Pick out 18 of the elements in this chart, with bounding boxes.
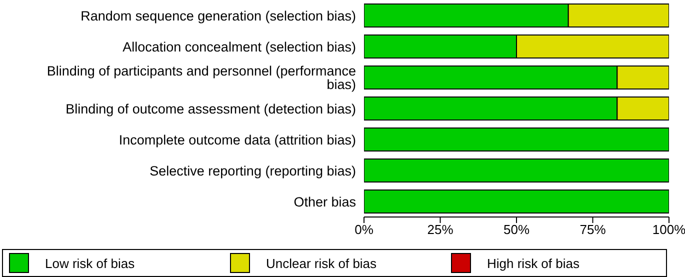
y-tick-label: Blinding of participants and personnel (performance bias): [46, 64, 356, 92]
legend-label: High risk of bias: [487, 256, 580, 270]
x-tick-label: 50%: [503, 222, 530, 238]
y-tick-label: Allocation concealment (selection bias): [122, 39, 356, 54]
bar: [364, 158, 669, 182]
y-tick-label: Random sequence generation (selection bias): [80, 8, 356, 24]
x-tick-label: 75%: [580, 222, 606, 238]
y-tick-label: Blinding of outcome assessment (detection bias): [66, 101, 356, 116]
y-tick-label: Incomplete outcome data (attrition bias): [118, 132, 356, 148]
legend-label: Low risk of bias: [45, 256, 135, 270]
x-tick-label: 25%: [427, 222, 454, 238]
legend-label: Unclear risk of bias: [266, 256, 377, 270]
bar: [364, 190, 669, 214]
x-tick-label: 100%: [652, 222, 685, 238]
y-tick-label: Selective reporting (reporting bias): [150, 163, 356, 178]
x-tick-label: 0%: [354, 222, 374, 238]
y-tick-label: Other bias: [294, 194, 356, 210]
bar: [364, 128, 669, 152]
